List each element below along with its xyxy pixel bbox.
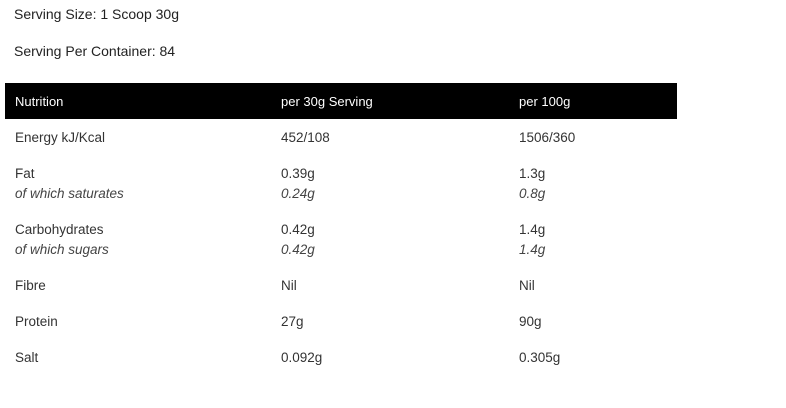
sub-nutrient-name: of which saturates <box>15 186 124 201</box>
per-100g-value: 90g <box>519 314 542 329</box>
table-row-protein: Protein 27g 90g <box>5 303 677 339</box>
per-100g-value: 0.305g <box>519 350 561 365</box>
header-per-serving: per 30g Serving <box>281 83 519 119</box>
serving-size: Serving Size: 1 Scoop 30g <box>14 6 179 22</box>
per-serving-value: 0.092g <box>281 350 323 365</box>
per-serving-value: 0.42g <box>281 222 315 237</box>
table-row-fibre: Fibre Nil Nil <box>5 267 677 303</box>
per-serving-value: 0.39g <box>281 166 315 181</box>
per-serving-value: Nil <box>281 278 297 293</box>
per-serving-value: 452/108 <box>281 130 330 145</box>
header-nutrition: Nutrition <box>5 83 281 119</box>
nutrition-table: Nutrition per 30g Serving per 100g Energ… <box>5 83 677 375</box>
sub-per-100g-value: 0.8g <box>519 186 546 201</box>
table-row-fat: Fat of which saturates 0.39g 0.24g 1.3g … <box>5 155 677 211</box>
nutrient-name: Fat <box>15 166 35 181</box>
sub-per-serving-value: 0.42g <box>281 242 315 257</box>
per-100g-value: 1.3g <box>519 166 546 181</box>
per-100g-value: 1506/360 <box>519 130 576 145</box>
header-per-100g: per 100g <box>519 83 677 119</box>
table-row-salt: Salt 0.092g 0.305g <box>5 339 677 375</box>
nutrient-name: Salt <box>15 350 39 365</box>
table-row-carbohydrates: Carbohydrates of which sugars 0.42g 0.42… <box>5 211 677 267</box>
per-serving-value: 27g <box>281 314 304 329</box>
nutrient-name: Protein <box>15 314 58 329</box>
sub-per-100g-value: 1.4g <box>519 242 546 257</box>
sub-per-serving-value: 0.24g <box>281 186 315 201</box>
nutrient-name: Energy kJ/Kcal <box>15 130 106 145</box>
nutrient-name: Carbohydrates <box>15 222 104 237</box>
table-header-row: Nutrition per 30g Serving per 100g <box>5 83 677 119</box>
sub-nutrient-name: of which sugars <box>15 242 109 257</box>
per-100g-value: Nil <box>519 278 535 293</box>
per-100g-value: 1.4g <box>519 222 546 237</box>
nutrient-name: Fibre <box>15 278 46 293</box>
table-row-energy: Energy kJ/Kcal 452/108 1506/360 <box>5 119 677 155</box>
servings-per-container: Serving Per Container: 84 <box>14 43 176 59</box>
